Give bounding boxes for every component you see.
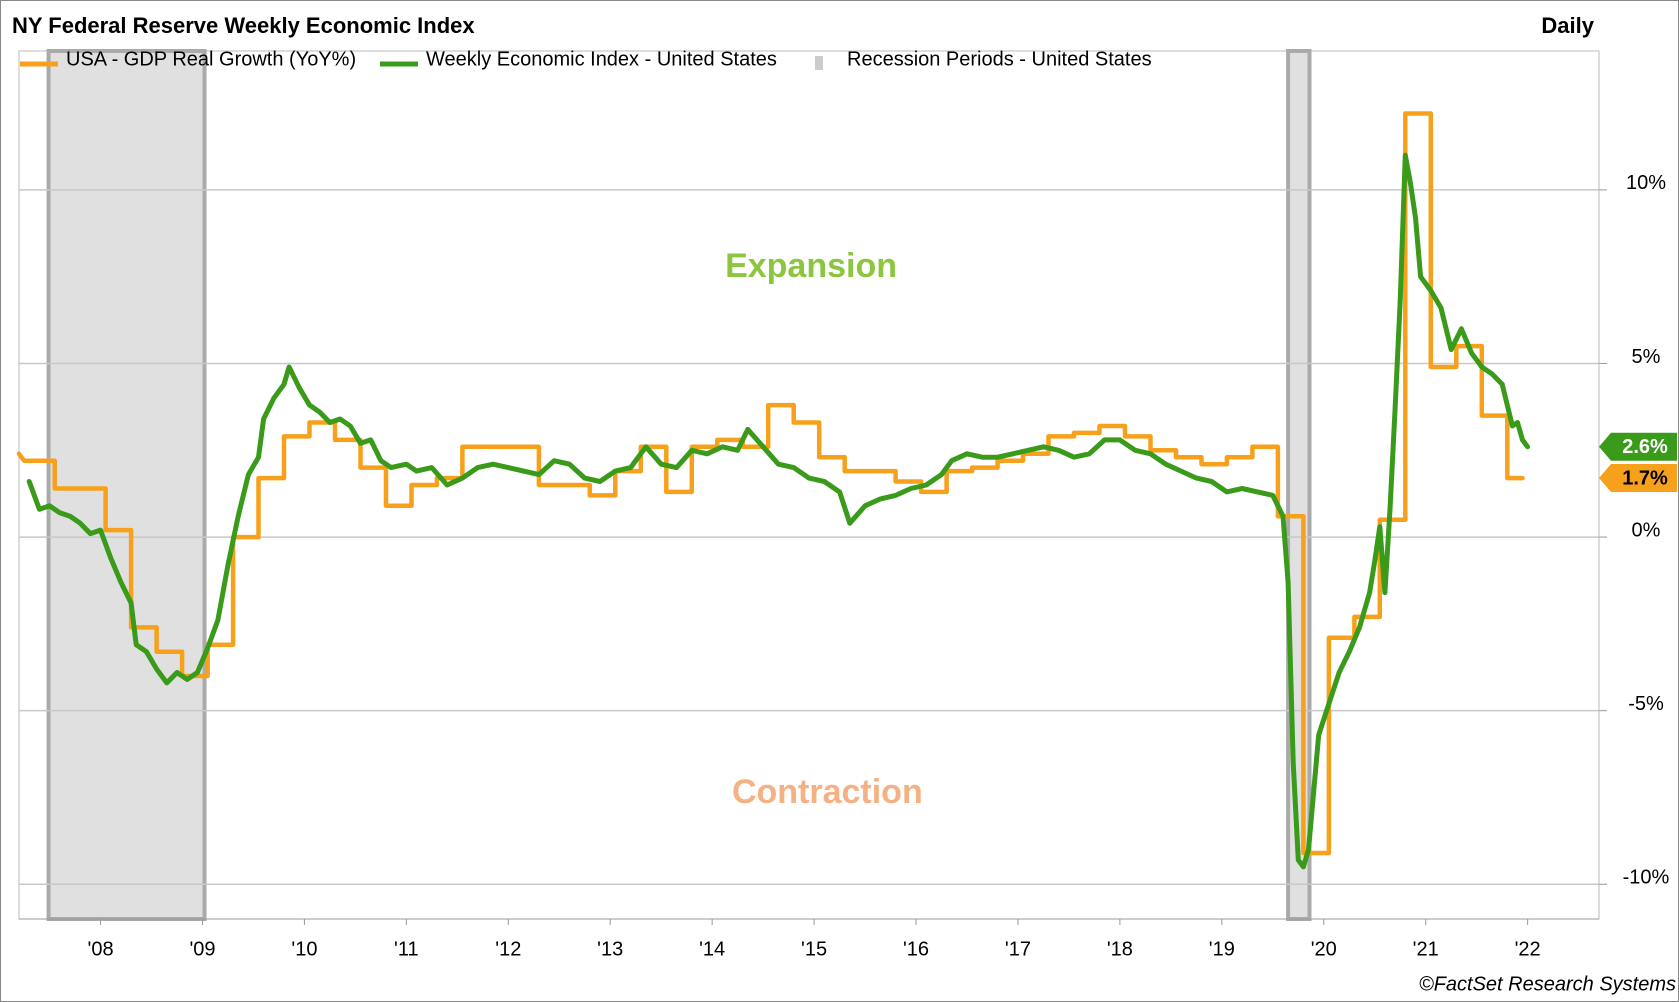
chart-title: NY Federal Reserve Weekly Economic Index <box>12 13 475 38</box>
series-line <box>26 152 1531 870</box>
x-tick-label: '08 <box>88 938 114 960</box>
legend-label: USA - GDP Real Growth (YoY%) <box>66 48 356 70</box>
y-tick-label: 10% <box>1626 172 1666 194</box>
end-value-tag <box>1599 464 1677 493</box>
legend-label: Weekly Economic Index - United States <box>426 48 777 70</box>
y-tick-label: -5% <box>1628 693 1664 715</box>
recession-band <box>46 49 207 921</box>
x-tick-label: '09 <box>189 938 215 960</box>
annotation: Expansion <box>725 247 897 285</box>
source-label: ©FactSet Research Systems <box>1419 973 1676 995</box>
annotation: Contraction <box>732 773 923 811</box>
legend: USA - GDP Real Growth (YoY%) Weekly Econ… <box>20 48 1152 70</box>
x-tick-label: '13 <box>597 938 623 960</box>
x-tick-label: '20 <box>1311 938 1337 960</box>
x-tick-label: '15 <box>801 938 827 960</box>
x-tick-label: '18 <box>1107 938 1133 960</box>
y-tick-label: 0% <box>1632 519 1661 541</box>
series-line <box>16 111 1525 856</box>
x-tick-label: '11 <box>394 938 419 960</box>
y-tick-label: -10% <box>1623 867 1670 889</box>
end-value-tag <box>1599 432 1677 461</box>
frequency-label: Daily <box>1541 13 1594 38</box>
end-value-label: 2.6% <box>1622 436 1668 458</box>
x-tick-label: '21 <box>1413 938 1439 960</box>
legend-swatch <box>815 56 823 70</box>
x-tick-label: '16 <box>903 938 929 960</box>
recession-band <box>1286 49 1312 921</box>
y-tick-label: 5% <box>1632 346 1661 368</box>
x-tick-label: '19 <box>1209 938 1235 960</box>
x-tick-label: '17 <box>1005 938 1031 960</box>
end-value-label: 1.7% <box>1622 467 1668 489</box>
plot <box>18 49 1607 925</box>
x-tick-label: '14 <box>699 938 725 960</box>
x-tick-label: '12 <box>495 938 521 960</box>
legend-label: Recession Periods - United States <box>847 48 1152 70</box>
x-tick-label: '22 <box>1515 938 1541 960</box>
x-tick-label: '10 <box>291 938 317 960</box>
